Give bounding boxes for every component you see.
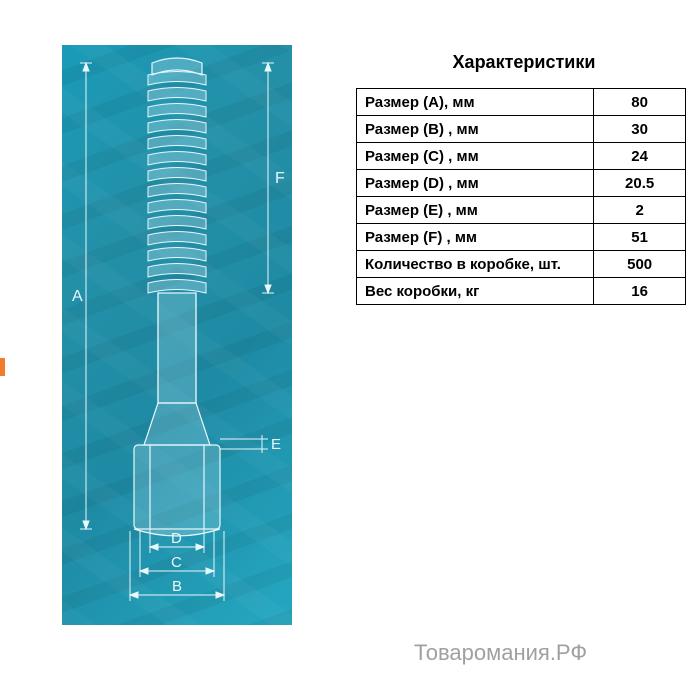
spec-label: Размер (В) , мм	[357, 116, 594, 143]
spec-label: Размер (D) , мм	[357, 170, 594, 197]
spec-value: 24	[594, 143, 686, 170]
spec-label: Размер (F) , мм	[357, 224, 594, 251]
dim-label-c: C	[171, 554, 182, 571]
dim-label-a: A	[72, 288, 83, 305]
table-row: Вес коробки, кг16	[357, 278, 686, 305]
spec-label: Вес коробки, кг	[357, 278, 594, 305]
spec-label: Размер (С) , мм	[357, 143, 594, 170]
bolt-diagram-panel: A F E D	[62, 45, 292, 625]
bolt-dimension-svg: A F E D	[62, 45, 292, 625]
spec-label: Размер (E) , мм	[357, 197, 594, 224]
spec-value: 20.5	[594, 170, 686, 197]
watermark: Товаромания.РФ	[414, 640, 587, 666]
spec-value: 51	[594, 224, 686, 251]
dim-label-e: E	[271, 436, 281, 453]
dim-label-d: D	[171, 530, 182, 547]
table-row: Размер (D) , мм20.5	[357, 170, 686, 197]
table-row: Размер (E) , мм2	[357, 197, 686, 224]
table-row: Размер (В) , мм30	[357, 116, 686, 143]
spec-value: 16	[594, 278, 686, 305]
dim-label-f: F	[275, 170, 285, 187]
spec-value: 80	[594, 89, 686, 116]
spec-value: 30	[594, 116, 686, 143]
spec-table: Размер (А), мм80Размер (В) , мм30Размер …	[356, 88, 686, 305]
spec-label: Размер (А), мм	[357, 89, 594, 116]
dim-label-b: B	[172, 578, 182, 595]
spec-label: Количество в коробке, шт.	[357, 251, 594, 278]
spec-title: Характеристики	[384, 52, 664, 73]
table-row: Размер (С) , мм24	[357, 143, 686, 170]
table-row: Количество в коробке, шт.500	[357, 251, 686, 278]
orange-accent	[0, 358, 5, 376]
spec-value: 2	[594, 197, 686, 224]
spec-value: 500	[594, 251, 686, 278]
table-row: Размер (F) , мм51	[357, 224, 686, 251]
table-row: Размер (А), мм80	[357, 89, 686, 116]
